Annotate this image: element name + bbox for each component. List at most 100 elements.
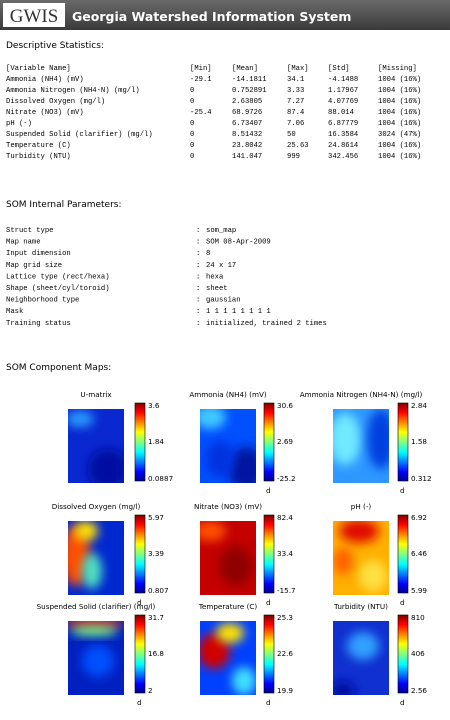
- table-cell: 4.07769: [328, 98, 358, 106]
- table-cell: Suspended Solid (clarifier) (mg/l): [6, 131, 153, 139]
- map-blob: [347, 632, 379, 660]
- table-cell: 1004 (16%): [378, 142, 421, 150]
- column-header: [Mean]: [232, 65, 258, 73]
- map-title: Suspended Solid (clarifier) (mg/l): [37, 602, 156, 611]
- table-cell: 24.8614: [328, 142, 358, 150]
- param-name: Map grid size: [6, 262, 62, 270]
- colorbar-label: 1.58: [411, 437, 427, 446]
- colorbar-label: 82.4: [277, 513, 293, 522]
- component-map: [200, 621, 256, 695]
- colorbar-label: 19.9: [277, 686, 293, 695]
- colorbar-label: 3.39: [148, 549, 164, 558]
- map-blob: [200, 633, 230, 669]
- map-blob: [359, 560, 387, 592]
- colorbar-label: 0.807: [148, 586, 169, 595]
- table-cell: 50: [287, 131, 296, 139]
- map-blob: [200, 409, 226, 429]
- table-cell: 1004 (16%): [378, 76, 421, 84]
- component-map: [200, 521, 256, 595]
- table-cell: 0: [190, 142, 194, 150]
- column-header: [Std]: [328, 65, 350, 73]
- map-blob: [232, 667, 256, 695]
- map-blob: [333, 547, 353, 575]
- param-separator: :: [196, 250, 200, 258]
- table-cell: 1.17967: [328, 87, 358, 95]
- table-cell: 87.4: [287, 109, 304, 117]
- table-cell: 0: [190, 153, 194, 161]
- colorbar-label: 31.7: [148, 613, 164, 622]
- colorbar: [263, 514, 275, 594]
- map-blob: [200, 521, 226, 541]
- table-cell: Dissolved Oxygen (mg/l): [6, 98, 105, 106]
- component-map: [68, 409, 124, 483]
- param-separator: :: [196, 227, 200, 235]
- colorbar-label: 406: [411, 649, 425, 658]
- colorbar-label: 810: [411, 613, 425, 622]
- param-name: Struct type: [6, 227, 53, 235]
- table-cell: Temperature (C): [6, 142, 71, 150]
- map-blob: [70, 626, 118, 636]
- colorbar-label: 0.312: [411, 474, 432, 483]
- map-blob: [220, 546, 252, 586]
- colorbar: [397, 614, 409, 694]
- param-separator: :: [196, 308, 200, 316]
- colorbar: [134, 514, 146, 594]
- map-blob: [206, 441, 234, 477]
- table-cell: Ammonia (NH4) (mV): [6, 76, 84, 84]
- colorbar-label: 6.92: [411, 513, 427, 522]
- table-cell: -4.1488: [328, 76, 358, 84]
- colorbar-unit: d: [400, 598, 405, 607]
- param-value: SOM 08-Apr-2009: [206, 239, 271, 247]
- table-cell: -29.1: [190, 76, 212, 84]
- component-map: [68, 521, 124, 595]
- table-cell: 1004 (16%): [378, 153, 421, 161]
- colorbar-unit: d: [137, 598, 142, 607]
- colorbar: [397, 514, 409, 594]
- table-cell: Turbidity (NTU): [6, 153, 71, 161]
- table-cell: 1004 (16%): [378, 109, 421, 117]
- param-separator: :: [196, 262, 200, 270]
- map-title: U-matrix: [80, 390, 112, 399]
- map-blob: [82, 553, 102, 589]
- table-cell: 0: [190, 131, 194, 139]
- param-value: som_map: [206, 227, 236, 235]
- map-blob: [82, 645, 114, 677]
- table-cell: -25.4: [190, 109, 212, 117]
- colorbar: [397, 402, 409, 482]
- logo-box: [3, 3, 65, 27]
- map-title: Ammonia Nitrogen (NH4-N) (mg/l): [300, 390, 423, 399]
- table-cell: 23.8042: [232, 142, 262, 150]
- colorbar-unit: d: [266, 698, 271, 707]
- table-cell: 1004 (16%): [378, 120, 421, 128]
- table-cell: 1004 (16%): [378, 98, 421, 106]
- map-title: Turbidity (NTU): [333, 602, 388, 611]
- map-blob: [333, 681, 355, 695]
- map-blob: [68, 621, 124, 628]
- map-title: Nitrate (NO3) (mV): [194, 502, 262, 511]
- table-cell: 999: [287, 153, 300, 161]
- section-heading: SOM Internal Parameters:: [6, 200, 122, 210]
- param-separator: :: [196, 320, 200, 328]
- colorbar-label: 2.84: [411, 401, 427, 410]
- colorbar-label: 33.4: [277, 549, 293, 558]
- param-value: 1 1 1 1 1 1 1 1: [206, 308, 271, 316]
- map-blob: [339, 521, 379, 543]
- param-separator: :: [196, 239, 200, 247]
- colorbar-unit: d: [137, 698, 142, 707]
- colorbar-label: -25.2: [277, 474, 296, 483]
- param-separator: :: [196, 285, 200, 293]
- param-name: Neighborhood type: [6, 297, 79, 305]
- colorbar-label: 16.8: [148, 649, 164, 658]
- table-cell: 7.27: [287, 98, 304, 106]
- table-cell: 2.63805: [232, 98, 262, 106]
- map-blob: [367, 409, 389, 469]
- table-cell: 16.3584: [328, 131, 358, 139]
- logo: GWIS: [10, 6, 59, 27]
- param-separator: :: [196, 297, 200, 305]
- colorbar-unit: d: [400, 698, 405, 707]
- table-cell: 1004 (16%): [378, 87, 421, 95]
- colorbar: [263, 402, 275, 482]
- param-value: 8: [206, 250, 210, 258]
- table-cell: Nitrate (NO3) (mV): [6, 109, 84, 117]
